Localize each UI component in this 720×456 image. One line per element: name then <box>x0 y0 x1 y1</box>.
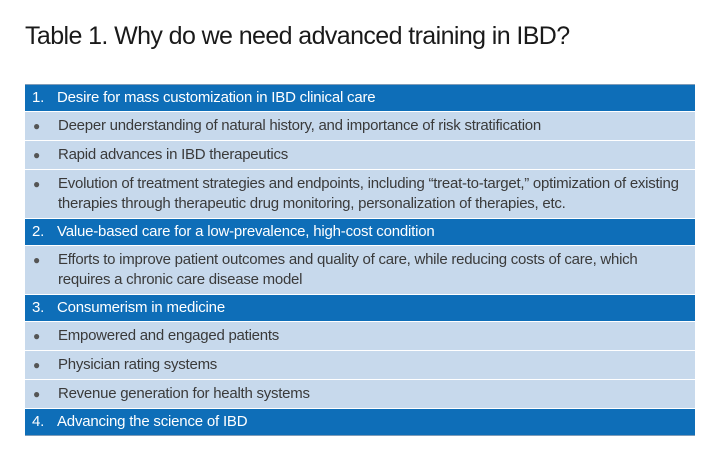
bullet-row: ● Physician rating systems <box>25 351 695 380</box>
bullet-text: Deeper understanding of natural history,… <box>58 117 541 134</box>
bullet-row: ● Evolution of treatment strategies and … <box>25 170 695 219</box>
reasons-table: 1. Desire for mass customization in IBD c… <box>25 84 695 436</box>
section-heading: Desire for mass customization in IBD cli… <box>57 89 376 106</box>
bullet-row: ● Efforts to improve patient outcomes an… <box>25 246 695 295</box>
bullet-text: Efforts to improve patient outcomes and … <box>58 251 638 288</box>
table-title: Table 1. Why do we need advanced trainin… <box>25 22 570 50</box>
section-number: 2. <box>32 223 45 240</box>
bullet-text: Rapid advances in IBD therapeutics <box>58 146 288 163</box>
section-heading: Value-based care for a low-prevalence, h… <box>57 223 435 240</box>
bullet-text: Revenue generation for health systems <box>58 385 310 402</box>
bullet-text: Empowered and engaged patients <box>58 327 280 344</box>
bullet-row: ● Empowered and engaged patients <box>25 322 695 351</box>
bullet-row: ● Deeper understanding of natural histor… <box>25 112 695 141</box>
bullet-icon: ● <box>33 253 40 267</box>
section-number: 1. <box>32 89 45 106</box>
bullet-row: ● Rapid advances in IBD therapeutics <box>25 141 695 170</box>
section-heading: Consumerism in medicine <box>57 299 225 316</box>
bullet-text: Evolution of treatment strategies and en… <box>58 175 679 212</box>
bullet-icon: ● <box>33 329 40 343</box>
section-header: 3. Consumerism in medicine <box>25 295 695 322</box>
bullet-icon: ● <box>33 358 40 372</box>
section-header: 4. Advancing the science of IBD <box>25 409 695 435</box>
section-header: 1. Desire for mass customization in IBD c… <box>25 85 695 112</box>
bullet-icon: ● <box>33 177 40 191</box>
section-number: 3. <box>32 299 45 316</box>
bullet-icon: ● <box>33 148 40 162</box>
section-heading: Advancing the science of IBD <box>57 413 248 430</box>
bullet-row: ● Revenue generation for health systems <box>25 380 695 409</box>
bullet-text: Physician rating systems <box>58 356 218 373</box>
bullet-icon: ● <box>33 119 40 133</box>
section-number: 4. <box>32 413 45 430</box>
section-header: 2. Value-based care for a low-prevalence,… <box>25 219 695 246</box>
bullet-icon: ● <box>33 387 40 401</box>
